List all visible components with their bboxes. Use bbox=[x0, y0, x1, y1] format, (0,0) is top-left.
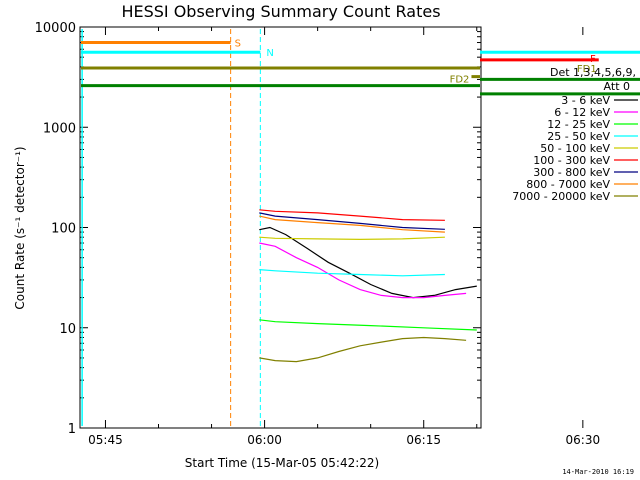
x-tick-label: 05:45 bbox=[88, 433, 123, 447]
x-tick-label: 06:15 bbox=[406, 433, 441, 447]
chart-title: HESSI Observing Summary Count Rates bbox=[121, 2, 440, 21]
series-line-8 bbox=[259, 336, 467, 363]
legend-label: 800 - 7000 keV bbox=[526, 178, 610, 191]
x-tick-label: 06:00 bbox=[247, 433, 282, 447]
legend-label: 12 - 25 keV bbox=[547, 118, 610, 131]
series-line-6 bbox=[259, 212, 445, 230]
legend-label: 3 - 6 keV bbox=[561, 94, 610, 107]
y-tick-label: 1000 bbox=[43, 121, 76, 136]
x-tick-label: 06:30 bbox=[566, 433, 601, 447]
series-line-2 bbox=[259, 319, 477, 331]
legend-header-line2: Att 0 bbox=[604, 80, 630, 93]
y-tick-label: 10000 bbox=[35, 21, 76, 36]
y-axis-label: Count Rate (s⁻¹ detector⁻¹) bbox=[13, 146, 27, 309]
legend-label: 50 - 100 keV bbox=[540, 142, 610, 155]
series-line-1 bbox=[259, 242, 467, 299]
y-tick-label: 100 bbox=[51, 222, 76, 237]
timestamp: 14-Mar-2010 16:19 bbox=[562, 468, 634, 476]
legend-header-line1: Det 1,3,4,5,6,9, bbox=[550, 66, 636, 79]
y-tick-label: 10 bbox=[59, 322, 76, 337]
legend-label: 6 - 12 keV bbox=[554, 106, 610, 119]
legend-label: 25 - 50 keV bbox=[547, 130, 610, 143]
series-line-3 bbox=[259, 269, 445, 277]
flag-label-fd1: FD1 bbox=[577, 64, 597, 75]
series-line-4 bbox=[259, 236, 445, 241]
flag-label-f: F bbox=[590, 54, 596, 65]
legend-label: 7000 - 20000 keV bbox=[512, 190, 610, 203]
x-axis-label: Start Time (15-Mar-05 05:42:22) bbox=[185, 456, 379, 470]
series-line-7 bbox=[259, 215, 445, 233]
flag-label-s: S bbox=[235, 39, 241, 50]
series-line-0 bbox=[259, 226, 477, 299]
legend-label: 100 - 300 keV bbox=[533, 154, 610, 167]
y-tick-label: 1 bbox=[68, 422, 76, 437]
series-line-5 bbox=[259, 209, 445, 221]
flag-label-n: N bbox=[266, 48, 273, 59]
plot-area: 05:4506:0006:1506:3006:4507:0007:1511010… bbox=[35, 21, 640, 447]
flag-label-fd2: FD2 bbox=[450, 75, 470, 86]
legend-label: 300 - 800 keV bbox=[533, 166, 610, 179]
